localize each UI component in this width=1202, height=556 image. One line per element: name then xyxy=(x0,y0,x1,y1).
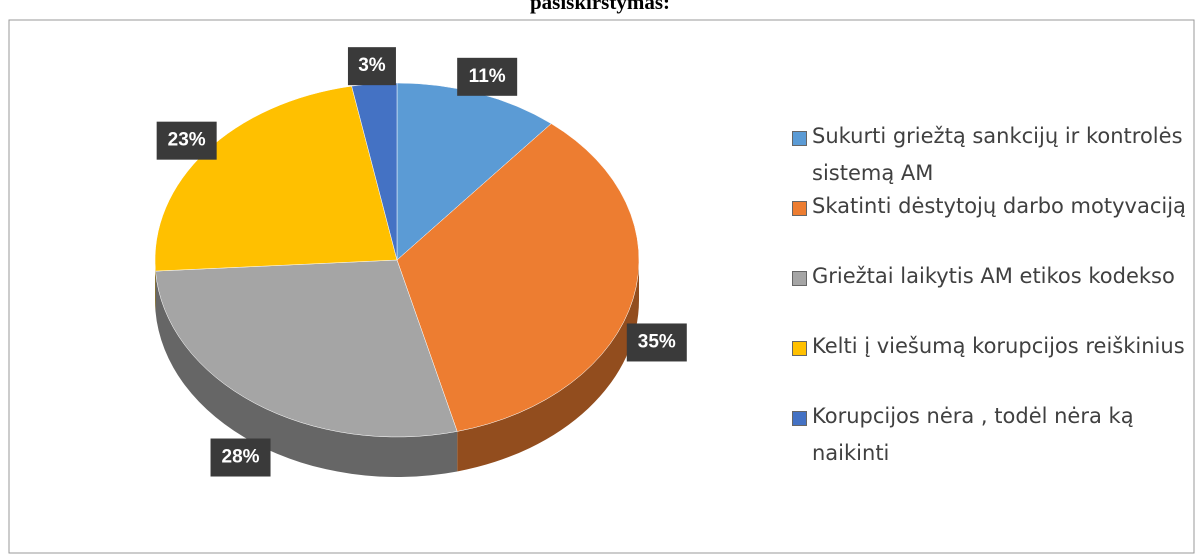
legend-label: Skatinti dėstytojų darbo motyvaciją xyxy=(812,194,1186,218)
legend-swatch xyxy=(792,201,807,216)
legend: Sukurti griežtą sankcijų ir kontrolės si… xyxy=(792,118,1192,468)
pie-slice xyxy=(155,259,458,438)
data-label: 35% xyxy=(638,331,676,352)
legend-item: Kelti į viešumą korupcijos reiškinius xyxy=(792,328,1192,398)
data-label-box xyxy=(347,47,396,86)
data-label: 23% xyxy=(168,130,206,151)
data-label: 28% xyxy=(222,447,260,468)
pie-slice xyxy=(396,123,640,432)
legend-swatch xyxy=(792,131,807,146)
data-label-box xyxy=(156,121,217,160)
data-label-box xyxy=(210,438,271,477)
legend-label: Korupcijos nėra , todėl nėra ką naikinti xyxy=(812,404,1134,465)
chart-title: pasiskirstymas: xyxy=(530,0,670,14)
data-label-box xyxy=(626,323,687,362)
data-label-box xyxy=(457,57,518,96)
data-label: 11% xyxy=(469,66,506,87)
pie-side xyxy=(457,260,639,472)
data-label: 3% xyxy=(358,55,386,76)
legend-item: Skatinti dėstytojų darbo motyvaciją xyxy=(792,188,1192,258)
legend-label: Kelti į viešumą korupcijos reiškinius xyxy=(812,334,1185,358)
legend-item: Korupcijos nėra , todėl nėra ką naikinti xyxy=(792,398,1192,468)
legend-swatch xyxy=(792,411,807,426)
legend-swatch xyxy=(792,271,807,286)
legend-label: Griežtai laikytis AM etikos kodekso xyxy=(812,264,1175,288)
legend-label: Sukurti griežtą sankcijų ir kontrolės si… xyxy=(812,124,1183,185)
legend-item: Sukurti griežtą sankcijų ir kontrolės si… xyxy=(792,118,1192,188)
legend-swatch xyxy=(792,341,807,356)
pie-side xyxy=(155,271,458,477)
legend-item: Griežtai laikytis AM etikos kodekso xyxy=(792,258,1192,328)
